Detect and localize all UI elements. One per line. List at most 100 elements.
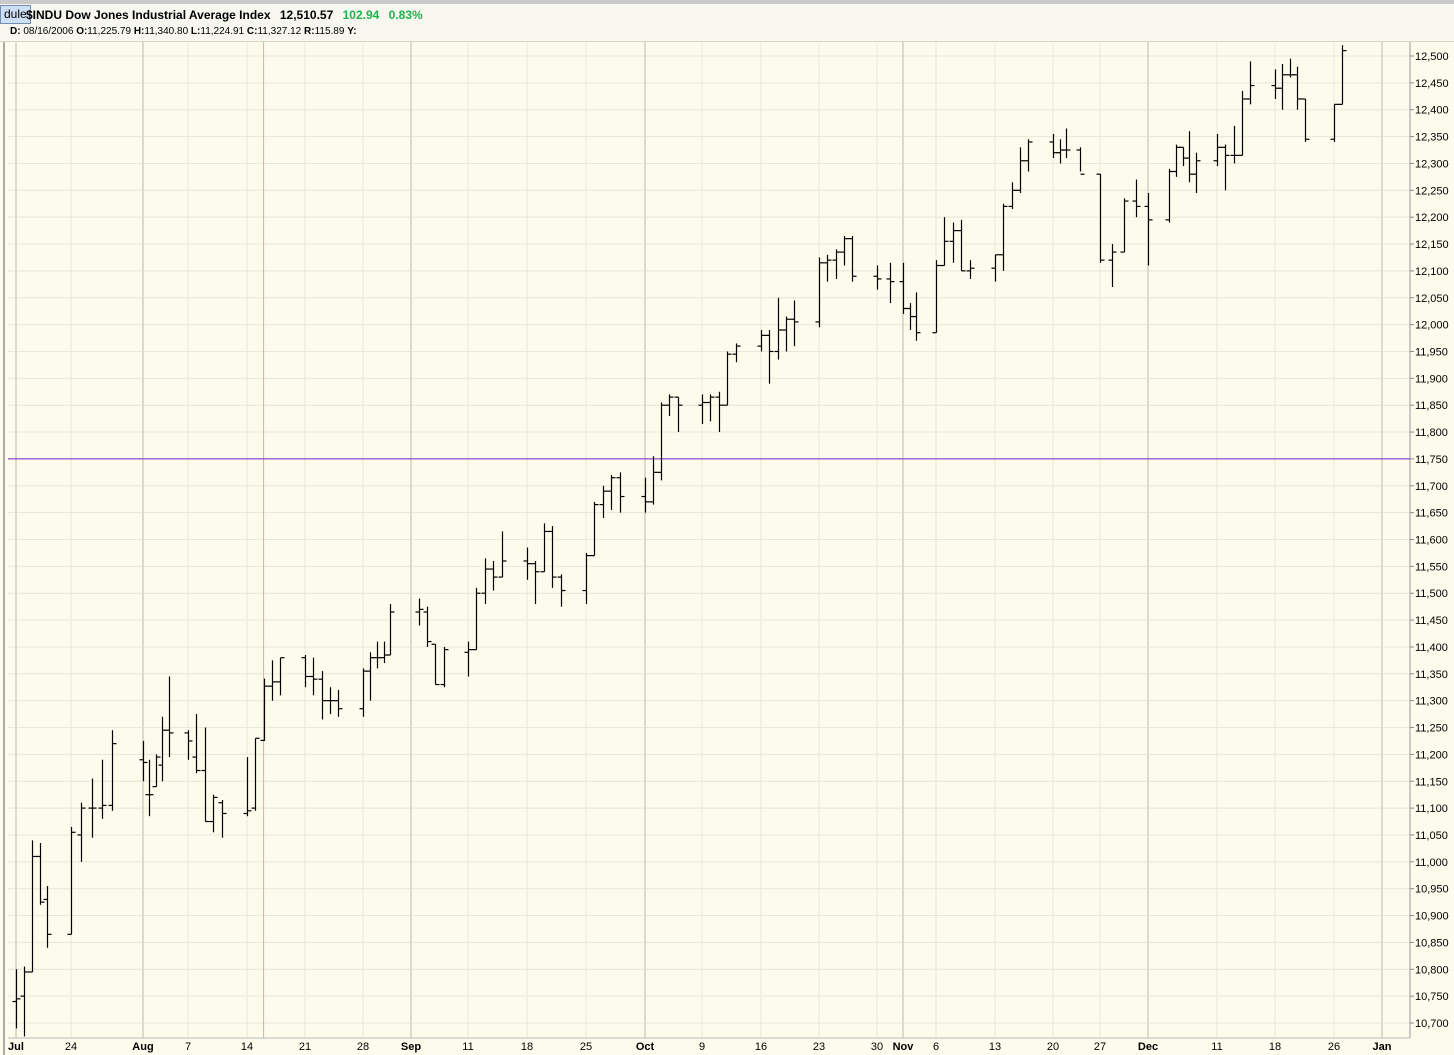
ohlc-bar (334, 689, 343, 717)
ohlc-bar (268, 660, 277, 701)
ohlc-bar (582, 552, 591, 604)
x-tick-label: 14 (241, 1041, 253, 1053)
y-tick-label: 11,700 (1415, 481, 1448, 493)
y-tick-label: 11,250 (1415, 723, 1448, 735)
date-label: D: (10, 26, 21, 37)
x-tick-label: 6 (933, 1041, 939, 1053)
low-value: 11,224.91 (200, 26, 245, 37)
ohlc-bar (276, 657, 285, 696)
ohlc-bar (1008, 182, 1017, 210)
x-tick-label: Dec (1138, 1041, 1158, 1053)
ohlc-bar (326, 687, 335, 715)
x-tick-label: 16 (755, 1041, 767, 1053)
ohlc-bar (966, 260, 975, 279)
ohlc-bar (1238, 90, 1247, 156)
ohlc-bar (616, 472, 625, 513)
ohlc-bar (723, 351, 732, 406)
high-label: H: (133, 26, 145, 37)
ohlc-bar (1338, 45, 1347, 105)
ohlc-bar (1293, 66, 1302, 110)
y-tick-label: 12,150 (1415, 239, 1449, 251)
x-tick-label: Aug (132, 1041, 153, 1053)
y-tick-label: 11,150 (1415, 776, 1448, 788)
ohlc-bar (590, 501, 599, 557)
y-tick-label: 11,450 (1415, 615, 1448, 627)
ohlc-bar (1120, 198, 1129, 253)
x-tick-label: 23 (813, 1041, 825, 1053)
ohlc-bar (88, 778, 97, 838)
y-tick-label: 10,700 (1415, 1018, 1449, 1030)
y-tick-label: 11,850 (1415, 400, 1448, 412)
y-tick-label: 11,400 (1415, 642, 1448, 654)
x-tick-label: Oct (636, 1041, 655, 1053)
ohlc-bar (386, 603, 395, 656)
ohlc-bar (1108, 244, 1117, 288)
y-tick-label: 10,800 (1415, 964, 1449, 976)
y-tick-label: 12,300 (1415, 158, 1449, 170)
ohlc-bar (481, 558, 490, 604)
ohlc-bar (28, 840, 37, 973)
ohlc-bar (251, 737, 260, 811)
y-tick-label: 11,750 (1415, 454, 1448, 466)
y-tick-label: 12,450 (1415, 78, 1449, 90)
last-price: 12,510.57 (279, 8, 334, 22)
y-tick-label: 12,050 (1415, 293, 1449, 305)
x-tick-label: Nov (893, 1041, 915, 1053)
x-tick-label: 7 (185, 1041, 191, 1053)
x-tick-label: 24 (65, 1041, 77, 1053)
ohlc-bar (957, 219, 966, 272)
ohlc-bar (823, 254, 832, 282)
ohlc-bar (301, 655, 310, 688)
x-tick-label: 9 (699, 1041, 705, 1053)
y-tick-label: 12,100 (1415, 266, 1449, 278)
schedule-tab-button[interactable]: dule (0, 5, 31, 24)
ohlc-bar (498, 531, 507, 578)
ohlc-bar (472, 587, 481, 651)
ohlc-bar (815, 257, 824, 328)
y-label: Y: (347, 26, 357, 37)
y-tick-label: 11,050 (1415, 830, 1448, 842)
x-tick-label: 13 (989, 1041, 1001, 1053)
y-tick-label: 11,100 (1415, 803, 1448, 815)
ohlc-bar (657, 402, 666, 481)
ohlc-bar (599, 485, 608, 519)
y-tick-label: 10,900 (1415, 911, 1449, 923)
x-tick-label: 21 (299, 1041, 311, 1053)
ohlc-bar (999, 203, 1008, 271)
ohlc-bar (20, 966, 29, 1037)
ohlc-bar (557, 574, 566, 607)
range-label: R: (304, 26, 315, 37)
range-value: 115.89 (314, 26, 345, 37)
y-tick-label: 11,950 (1415, 346, 1448, 358)
ohlc-bar (1132, 179, 1141, 218)
ohlc-bar (43, 886, 52, 948)
ohlc-bar (840, 235, 849, 266)
ohlc-bar (12, 969, 21, 1029)
ohlc-bar (649, 456, 658, 505)
ohlc-bar (1301, 98, 1310, 142)
ohlc-bar (848, 235, 857, 282)
y-tick-label: 11,900 (1415, 373, 1448, 385)
ohlc-bar (1144, 192, 1153, 266)
ohlc-bar (873, 265, 882, 290)
y-tick-label: 11,000 (1415, 857, 1448, 869)
net-change: 102.94 (342, 8, 380, 22)
y-tick-label: 10,750 (1415, 991, 1449, 1003)
y-tick-label: 11,550 (1415, 561, 1448, 573)
x-tick-label: 26 (1328, 1041, 1340, 1053)
symbol-label: $INDU (26, 8, 63, 22)
ohlc-bar (98, 759, 107, 819)
ohlc-bar (464, 641, 473, 677)
ohlc-bar (540, 523, 549, 573)
ohlc-bar (423, 606, 432, 647)
ohlc-bar (732, 343, 741, 363)
y-tick-label: 12,400 (1415, 105, 1449, 117)
ohlc-bar (523, 547, 532, 580)
ohlc-readout: D: 08/16/2006 O:11,225.79 H:11,340.80 L:… (10, 26, 356, 37)
ohlc-bar (912, 292, 921, 341)
ohlc-bar (192, 714, 201, 774)
ohlc-bar (940, 217, 949, 267)
y-tick-label: 12,350 (1415, 132, 1449, 144)
ohlc-bar (1062, 128, 1071, 159)
